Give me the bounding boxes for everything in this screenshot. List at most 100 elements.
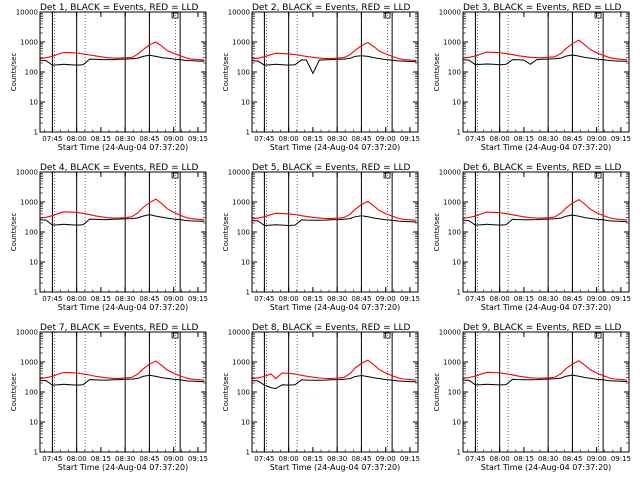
x-tick-label: 09:15: [611, 135, 631, 143]
y-tick-label: 1: [457, 289, 461, 297]
x-tick-label: 08:15: [91, 135, 111, 143]
panel-det-1: Det 1, BLACK = Events, RED = LLD 1 10 100 10…: [10, 3, 208, 152]
y-tick-label: 1: [246, 449, 250, 457]
x-tick-label: 07:45: [465, 295, 485, 303]
panel-title: Det 7, BLACK = Events, RED = LLD: [40, 323, 199, 333]
y-tick-label: 100: [25, 229, 38, 237]
x-tick-label: 09:00: [164, 295, 184, 303]
panel-det-6: Det 6, BLACK = Events, RED = LLD 1 10 100 10…: [433, 163, 631, 312]
x-tick-label: 09:00: [376, 455, 396, 463]
y-tick-label: 10: [29, 99, 38, 107]
events-series-line: [251, 374, 417, 390]
x-tick-label: 09:15: [611, 455, 631, 463]
legend-marker: [171, 12, 179, 19]
panel-det-9: Det 9, BLACK = Events, RED = LLD 1 10 100 10…: [433, 323, 631, 472]
events-series-line: [39, 54, 205, 66]
x-axis-label: Start Time (24-Aug-04 07:37:20): [270, 463, 401, 472]
x-tick-label: 08:45: [351, 295, 371, 303]
y-tick-label: 10: [452, 419, 461, 427]
y-axis-label: Counts/sec: [10, 53, 18, 92]
legend-marker: [171, 332, 179, 339]
x-tick-label: 09:00: [164, 135, 184, 143]
x-tick-label: 08:30: [327, 135, 347, 143]
x-tick-label: 08:45: [351, 135, 371, 143]
y-tick-label: 1000: [443, 359, 461, 367]
y-tick-label: 1: [34, 129, 38, 137]
y-axis-label: Counts/sec: [433, 53, 441, 92]
x-tick-label: 09:00: [587, 455, 607, 463]
x-tick-label: 08:30: [538, 295, 558, 303]
y-tick-label: 1: [34, 289, 38, 297]
x-tick-label: 07:45: [42, 295, 62, 303]
y-tick-label: 10000: [16, 329, 38, 337]
y-axis-label: Counts/sec: [433, 373, 441, 412]
x-tick-label: 08:30: [538, 455, 558, 463]
legend-marker: [383, 332, 391, 339]
x-tick-label: 08:45: [562, 455, 582, 463]
y-tick-label: 10000: [439, 329, 461, 337]
x-tick-label: 09:15: [611, 295, 631, 303]
x-tick-label: 08:15: [303, 455, 323, 463]
y-tick-label: 100: [237, 69, 250, 77]
panel-title: Det 9, BLACK = Events, RED = LLD: [463, 323, 622, 333]
y-tick-label: 10: [29, 419, 38, 427]
y-tick-label: 10000: [16, 9, 38, 17]
panel-title: Det 1, BLACK = Events, RED = LLD: [40, 3, 199, 13]
y-tick-label: 10: [452, 259, 461, 267]
x-tick-label: 08:30: [327, 455, 347, 463]
y-tick-label: 10000: [439, 9, 461, 17]
x-axis-label: Start Time (24-Aug-04 07:37:20): [58, 463, 189, 472]
x-tick-label: 08:45: [139, 135, 159, 143]
y-tick-label: 10: [452, 99, 461, 107]
x-axis-label: Start Time (24-Aug-04 07:37:20): [270, 303, 401, 312]
lld-series-line: [251, 359, 417, 381]
x-tick-label: 09:00: [376, 295, 396, 303]
panel-det-4: Det 4, BLACK = Events, RED = LLD 1 10 100 10…: [10, 163, 208, 312]
x-tick-label: 09:00: [376, 135, 396, 143]
events-series-line: [462, 54, 628, 66]
y-tick-label: 1000: [232, 199, 250, 207]
y-tick-label: 10: [241, 419, 250, 427]
x-tick-label: 08:15: [303, 295, 323, 303]
y-axis-label: Counts/sec: [222, 53, 230, 92]
x-tick-label: 09:15: [400, 295, 420, 303]
x-tick-label: 07:45: [254, 135, 274, 143]
y-tick-label: 100: [25, 69, 38, 77]
y-tick-label: 100: [448, 229, 461, 237]
x-axis-label: Start Time (24-Aug-04 07:37:20): [481, 303, 612, 312]
panel-title: Det 4, BLACK = Events, RED = LLD: [40, 163, 199, 173]
panel-det-5: Det 5, BLACK = Events, RED = LLD 1 10 100 10…: [222, 163, 420, 312]
x-tick-label: 07:45: [465, 455, 485, 463]
x-tick-label: 08:45: [562, 295, 582, 303]
y-tick-label: 1000: [443, 199, 461, 207]
y-tick-label: 10000: [16, 169, 38, 177]
x-tick-label: 09:00: [587, 295, 607, 303]
x-tick-label: 08:15: [303, 135, 323, 143]
x-tick-label: 08:30: [115, 135, 135, 143]
lld-series-line: [251, 41, 417, 62]
y-tick-label: 1000: [20, 39, 38, 47]
x-axis-label: Start Time (24-Aug-04 07:37:20): [58, 143, 189, 152]
y-tick-label: 1: [246, 129, 250, 137]
events-series-line: [462, 374, 628, 386]
panel-det-8: Det 8, BLACK = Events, RED = LLD 1 10 100 10…: [222, 323, 420, 472]
y-tick-label: 1000: [232, 39, 250, 47]
y-axis-label: Counts/sec: [222, 373, 230, 412]
x-tick-label: 09:15: [400, 135, 420, 143]
lld-series-line: [251, 200, 417, 221]
x-tick-label: 08:15: [514, 455, 534, 463]
y-tick-label: 100: [237, 229, 250, 237]
y-axis-label: Counts/sec: [10, 213, 18, 252]
y-axis-label: Counts/sec: [222, 213, 230, 252]
x-tick-label: 08:15: [514, 295, 534, 303]
x-tick-label: 07:45: [42, 455, 62, 463]
x-tick-label: 07:45: [254, 455, 274, 463]
y-tick-label: 1000: [443, 39, 461, 47]
y-tick-label: 100: [25, 389, 38, 397]
panel-det-3: Det 3, BLACK = Events, RED = LLD 1 10 100 10…: [433, 3, 631, 152]
panel-title: Det 3, BLACK = Events, RED = LLD: [463, 3, 622, 13]
y-tick-label: 10000: [439, 169, 461, 177]
y-tick-label: 1000: [20, 359, 38, 367]
y-tick-label: 1: [457, 449, 461, 457]
